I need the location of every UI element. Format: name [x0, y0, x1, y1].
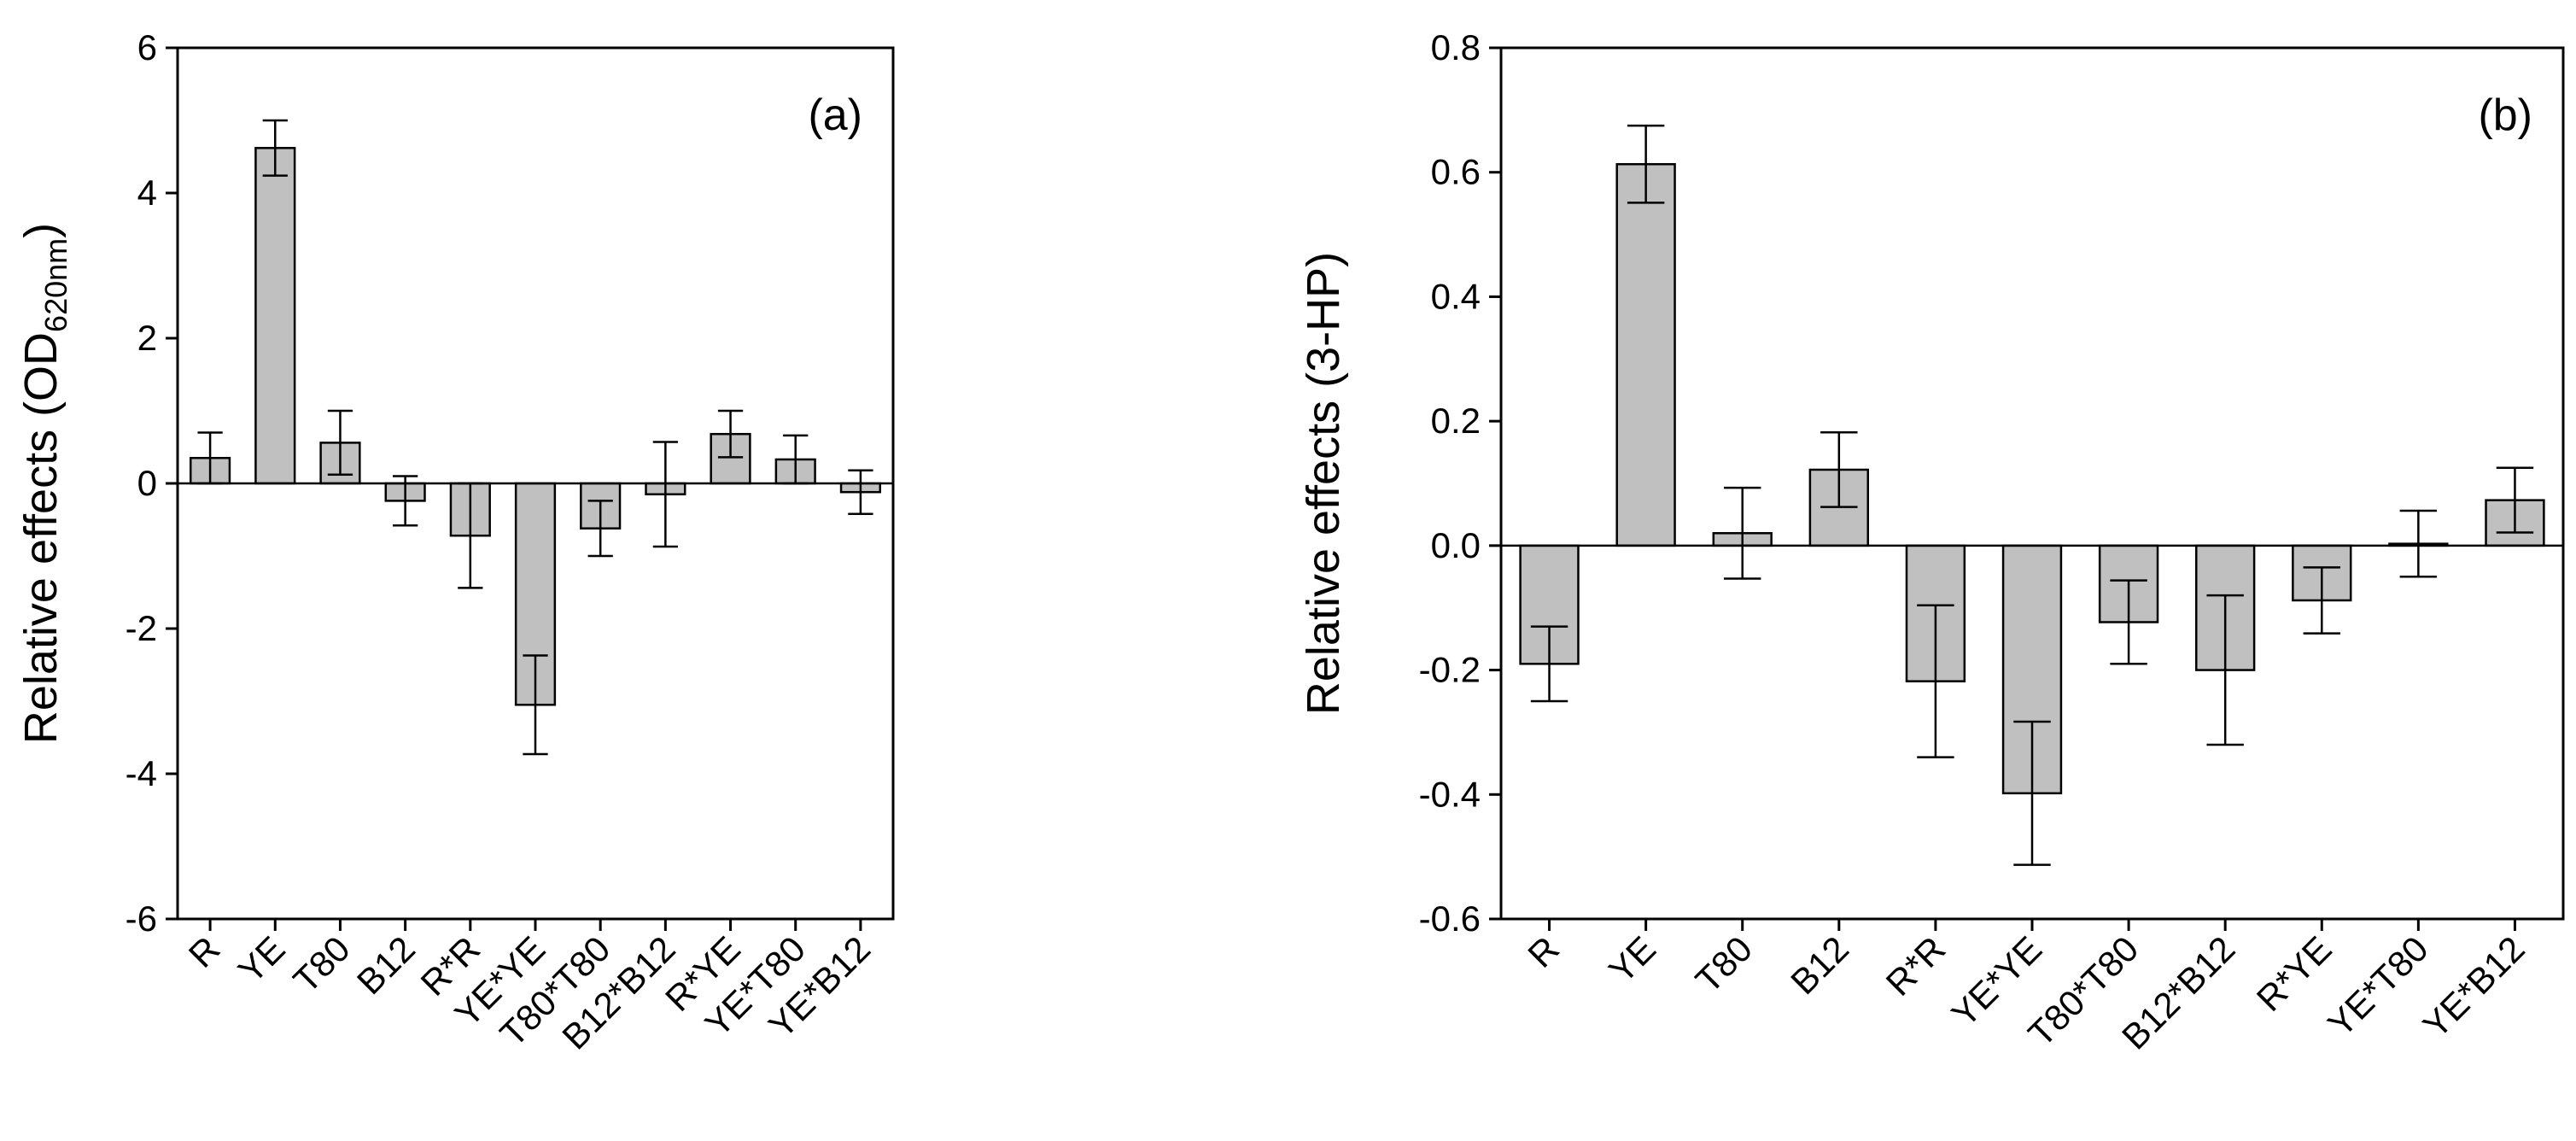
y-tick-label: 0.4	[1431, 276, 1481, 316]
error-bar-r	[1530, 625, 1568, 703]
error-bar-yexb12	[848, 469, 873, 515]
y-tick-label: 6	[137, 27, 157, 67]
y-axis-title: Relative effects (3-HP)	[1298, 252, 1349, 715]
x-category-label: B12	[1783, 928, 1856, 1002]
y-tick-label: 0.6	[1431, 152, 1481, 192]
error-bar-t80xt80	[587, 500, 613, 558]
y-tick-label: -6	[126, 898, 157, 939]
x-category-label: YE	[1601, 928, 1663, 991]
error-bar-t80	[327, 409, 353, 477]
x-category-label: B12	[349, 928, 423, 1002]
y-tick-label: -0.4	[1419, 774, 1481, 814]
y-tick-label: 0.8	[1431, 27, 1481, 67]
y-tick-label: 0.0	[1431, 525, 1481, 565]
error-bar-rxr	[1917, 604, 1954, 758]
error-bar-b12	[1820, 431, 1858, 508]
bar-ye	[1615, 162, 1676, 547]
panel-label: (b)	[2478, 91, 2532, 140]
x-category-label: YE*B12	[2415, 928, 2532, 1045]
y-tick-label: 0.2	[1431, 401, 1481, 441]
error-bar-yexb12	[2496, 466, 2534, 534]
x-category-label: R*YE	[2249, 928, 2339, 1019]
error-bar-rxye	[717, 409, 744, 459]
error-bar-rxye	[2303, 566, 2340, 635]
x-category-label: R	[1520, 928, 1567, 975]
panel-label: (a)	[808, 91, 862, 140]
error-bar-t80	[1724, 486, 1761, 580]
error-bar-t80xt80	[2110, 579, 2147, 665]
bar-ye	[254, 147, 296, 485]
y-tick-label: -4	[126, 753, 157, 793]
error-bar-ye	[1627, 124, 1665, 204]
error-bar-yexye	[2013, 720, 2051, 866]
x-category-label: R	[181, 928, 228, 975]
y-tick-label: -0.6	[1419, 898, 1481, 939]
error-bar-yext80	[2399, 509, 2438, 578]
error-bar-b12xb12	[652, 441, 678, 548]
error-bar-b12xb12	[2206, 594, 2244, 746]
y-tick-label: -2	[126, 608, 157, 648]
error-bar-yexye	[523, 654, 548, 756]
y-tick-label: 4	[137, 173, 157, 213]
y-tick-label: 0	[137, 463, 157, 503]
x-category-label: YE	[231, 928, 293, 991]
y-axis-title: Relative effects (OD620nm)	[15, 223, 73, 744]
x-category-label: R*R	[1878, 928, 1954, 1003]
chart-panel-b: -0.6 -0.4 -0.2 0.0 0.2 0.4 0.6 0.8 R YE T80 B12 R*R Y…	[1298, 27, 2565, 1057]
x-category-label: T80	[1688, 928, 1760, 1000]
x-category-label: YE*T80	[2320, 928, 2436, 1044]
y-tick-label: 2	[137, 318, 157, 358]
error-bar-ye	[262, 119, 288, 177]
y-tick-label: -0.2	[1419, 650, 1481, 690]
x-category-label: T80	[285, 928, 357, 1000]
